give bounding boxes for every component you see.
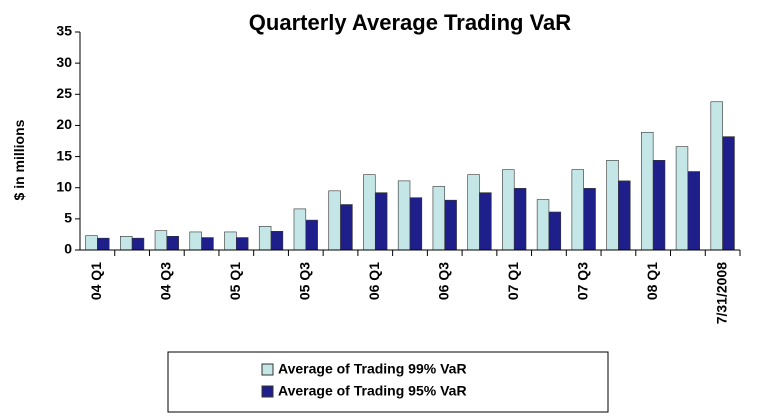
bar bbox=[675, 146, 689, 251]
bar bbox=[513, 188, 527, 251]
bar bbox=[374, 192, 388, 251]
bar bbox=[652, 160, 666, 251]
x-tick-label: 06 Q1 bbox=[366, 262, 382, 300]
bar bbox=[641, 131, 654, 251]
x-tick-label: 04 Q3 bbox=[158, 262, 174, 300]
x-tick-label: 05 Q3 bbox=[296, 262, 312, 300]
x-tick-label: 05 Q1 bbox=[227, 262, 243, 300]
bar bbox=[710, 101, 723, 251]
bar bbox=[687, 171, 701, 251]
bar bbox=[502, 169, 515, 251]
bar bbox=[397, 180, 411, 251]
bar bbox=[236, 237, 249, 251]
bar bbox=[583, 188, 596, 251]
bar bbox=[444, 199, 457, 251]
bar bbox=[548, 211, 562, 251]
y-tick-label: 25 bbox=[56, 85, 72, 101]
bar bbox=[154, 230, 168, 251]
bar bbox=[467, 174, 480, 251]
bar bbox=[270, 231, 284, 251]
x-tick-label: 07 Q1 bbox=[505, 262, 521, 300]
bar bbox=[536, 199, 550, 251]
y-tick-label: 0 bbox=[64, 241, 72, 257]
y-axis-label: $ in millions bbox=[11, 119, 27, 200]
chart-title: Quarterly Average Trading VaR bbox=[249, 10, 571, 35]
bar bbox=[618, 180, 631, 251]
x-tick-label: 04 Q1 bbox=[88, 262, 104, 300]
bar bbox=[432, 186, 446, 251]
y-tick-label: 35 bbox=[56, 23, 72, 39]
bar bbox=[166, 235, 179, 251]
bar bbox=[224, 231, 237, 251]
y-tick-label: 10 bbox=[56, 178, 72, 194]
bar bbox=[722, 136, 735, 251]
bar bbox=[363, 174, 376, 251]
bar bbox=[340, 204, 353, 251]
legend-swatch bbox=[261, 363, 274, 376]
bar bbox=[328, 190, 341, 251]
y-tick-label: 20 bbox=[56, 116, 72, 132]
x-tick-label: 7/31/2008 bbox=[713, 262, 729, 324]
legend-label: Average of Trading 99% VaR bbox=[278, 361, 467, 377]
bar bbox=[85, 235, 98, 251]
y-tick-label: 15 bbox=[56, 147, 72, 163]
bar bbox=[305, 219, 318, 251]
bar bbox=[189, 231, 202, 251]
bar bbox=[409, 197, 423, 251]
bar bbox=[293, 208, 307, 251]
bar bbox=[571, 169, 584, 251]
bar bbox=[119, 235, 133, 251]
x-tick-label: 07 Q3 bbox=[574, 262, 590, 300]
bar bbox=[606, 160, 619, 251]
y-tick-label: 5 bbox=[64, 210, 72, 226]
y-tick-label: 30 bbox=[56, 54, 72, 70]
legend-box bbox=[167, 351, 609, 413]
x-tick-label: 08 Q1 bbox=[644, 262, 660, 300]
bar bbox=[479, 192, 492, 251]
bar bbox=[258, 226, 272, 251]
legend-swatch bbox=[261, 385, 274, 398]
bar bbox=[201, 237, 214, 251]
legend-label: Average of Trading 95% VaR bbox=[278, 383, 467, 399]
bar bbox=[131, 237, 145, 251]
bar bbox=[97, 237, 110, 251]
x-tick-label: 06 Q3 bbox=[435, 262, 451, 300]
